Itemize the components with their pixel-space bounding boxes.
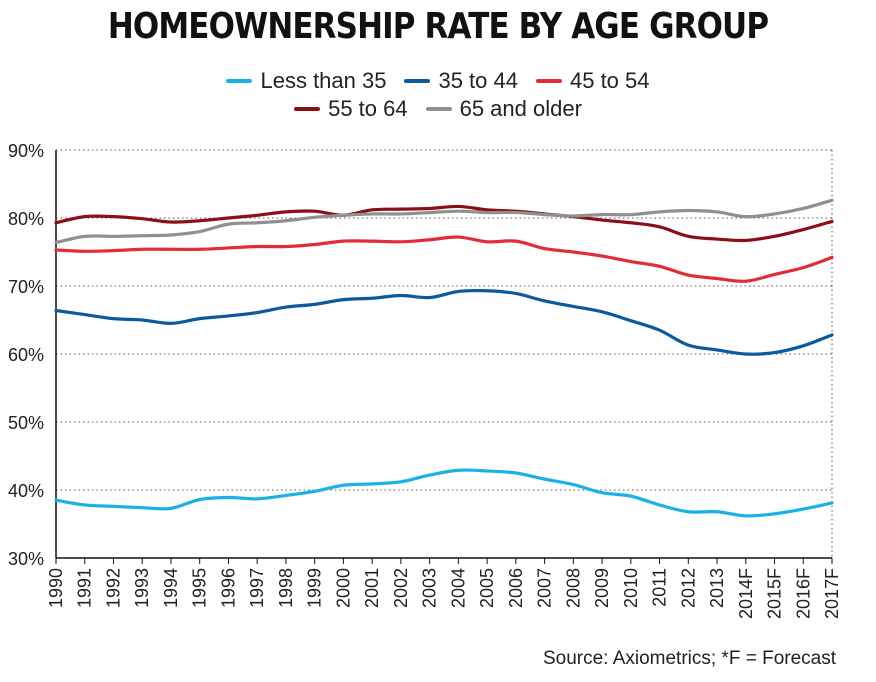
series-line-less-than-35 — [54, 468, 834, 518]
legend-swatch-55-to-64 — [294, 107, 321, 111]
x-tick-label: 2007 — [535, 568, 555, 608]
legend-label-35-to-44: 35 to 44 — [438, 68, 518, 93]
y-tick-label: 90% — [8, 141, 44, 161]
x-tick-label: 2005 — [477, 568, 497, 608]
x-tick-label: 1999 — [305, 568, 325, 608]
x-tick-label: 2001 — [362, 568, 382, 608]
x-tick-label: 2017F — [822, 568, 842, 619]
legend-item-65-and-older: 65 and older — [425, 96, 582, 122]
x-tick-label: 2006 — [506, 568, 526, 608]
legend-item-35-to-44: 35 to 44 — [404, 68, 518, 94]
legend-row-2: 55 to 64 65 and older — [0, 96, 876, 122]
y-tick-label: 70% — [8, 277, 44, 297]
y-tick-labels: 30% 40% 50% 60% 70% 80% 90% — [8, 141, 44, 569]
series-line-65-and-older — [54, 198, 834, 245]
series-line-55-to-64 — [54, 204, 834, 243]
legend-label-55-to-64: 55 to 64 — [328, 96, 408, 121]
legend-swatch-35-to-44 — [404, 79, 431, 83]
legend-label-less-than-35: Less than 35 — [260, 68, 387, 93]
x-tick-label: 1991 — [75, 568, 95, 608]
x-tick-label: 2011 — [650, 568, 670, 607]
chart-title: HOMEOWNERSHIP RATE BY AGE GROUP — [107, 6, 769, 47]
legend-item-less-than-35: Less than 35 — [226, 68, 386, 94]
axes — [55, 150, 833, 564]
legend-label-45-to-54: 45 to 54 — [569, 68, 650, 93]
series-lines — [54, 198, 834, 518]
x-tick-label: 1993 — [132, 568, 152, 608]
x-tick-label: 1997 — [247, 568, 267, 608]
x-tick-label: 2013 — [707, 568, 727, 608]
y-tick-label: 30% — [8, 549, 44, 569]
series-line-45-to-54 — [54, 235, 834, 283]
x-tick-label: 2016F — [793, 568, 813, 619]
y-tick-label: 60% — [8, 345, 44, 365]
legend-label-65-and-older: 65 and older — [459, 96, 582, 121]
x-tick-label: 1995 — [190, 568, 210, 608]
legend-swatch-65-and-older — [425, 107, 452, 111]
x-tick-label: 2012 — [678, 568, 698, 608]
x-tick-label: 1990 — [46, 568, 66, 608]
x-tick-label: 2003 — [420, 568, 440, 608]
y-tick-label: 40% — [8, 481, 44, 501]
source-note: Source: Axiometrics; *F = Forecast — [542, 648, 836, 669]
x-tick-labels: 1990 1991 1992 1993 1994 1995 1996 1997 1998 1999… — [46, 568, 842, 619]
x-tick-label: 1992 — [103, 568, 123, 608]
legend-swatch-45-to-54 — [535, 79, 562, 83]
x-tick-label: 2002 — [391, 568, 411, 608]
gridlines — [56, 149, 833, 558]
x-tick-label: 1994 — [161, 568, 181, 608]
x-tick-label: 1998 — [276, 568, 296, 608]
legend-item-45-to-54: 45 to 54 — [535, 68, 650, 94]
y-tick-label: 80% — [8, 209, 44, 229]
y-tick-label: 50% — [8, 413, 44, 433]
x-tick-label: 2004 — [448, 568, 468, 608]
x-tick-label: 2010 — [621, 568, 641, 608]
x-tick-label: 2009 — [592, 568, 612, 608]
legend-row-1: Less than 35 35 to 44 45 to 54 — [0, 68, 876, 94]
series-line-35-to-44 — [54, 288, 834, 356]
legend-item-55-to-64: 55 to 64 — [294, 96, 408, 122]
x-tick-label: 2000 — [333, 568, 353, 608]
x-tick-label: 2015F — [765, 568, 785, 619]
legend-swatch-less-than-35 — [226, 79, 253, 83]
x-tick-label: 2014F — [736, 568, 756, 619]
x-tick-label: 2008 — [563, 568, 583, 608]
x-tick-label: 1996 — [218, 568, 238, 608]
